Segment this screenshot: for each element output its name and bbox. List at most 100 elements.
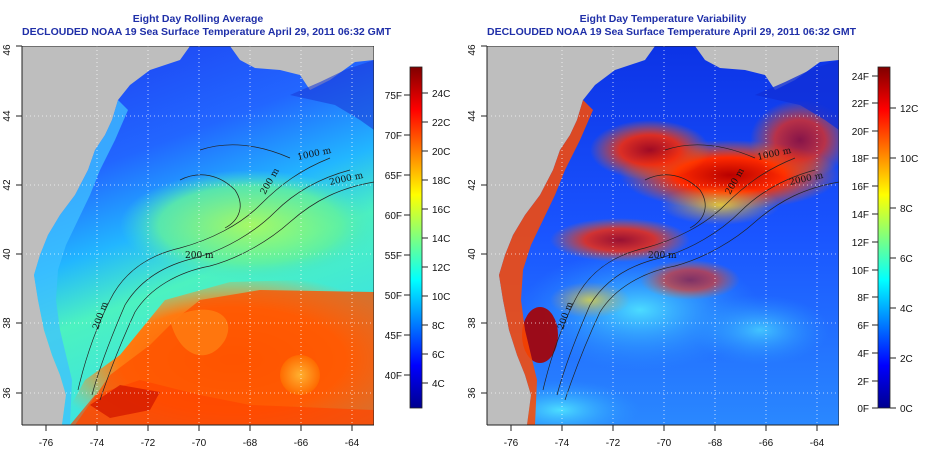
- left-cb-f-label: 55F: [385, 251, 402, 262]
- right-cb-f-label: 24F: [852, 72, 869, 83]
- right-cb-f-label: 4F: [857, 349, 869, 360]
- right-x-tick-label: -74: [555, 438, 570, 449]
- right-subtitle: DECLOUDED NOAA 19 Sea Surface Temperatur…: [487, 26, 856, 38]
- right-cb-f-label: 14F: [852, 210, 869, 221]
- left-cb-c-label: 18C: [432, 176, 450, 187]
- left-x-tick-label: -76: [39, 438, 54, 449]
- right-bathymetry-contours: [542, 144, 839, 401]
- left-coast-strip: [34, 100, 128, 425]
- right-y-tick-label: 46: [467, 44, 478, 56]
- right-cb-c-label: 2C: [900, 354, 913, 365]
- right-cb-f-label: 0F: [857, 404, 869, 415]
- left-y-tick-label: 36: [2, 387, 13, 399]
- left-land-north: [230, 46, 374, 90]
- right-colorbar-f-ticks: 24F 22F 20F 18F 16F 14F 12F 10F 8F 6F 4F…: [852, 72, 878, 415]
- right-contour-label-200m: 200 m: [648, 251, 677, 261]
- left-x-tick-label: -74: [90, 438, 105, 449]
- left-cb-c-label: 4C: [432, 379, 445, 390]
- right-graticule: [487, 46, 839, 425]
- left-colorbar-c-ticks: 24C 22C 20C 18C 16C 14C 12C 10C 8C 6C 4C: [422, 89, 450, 390]
- right-x-tick-label: -70: [657, 438, 672, 449]
- left-warm-eddy: [280, 355, 320, 395]
- right-cb-c-label: 8C: [900, 204, 913, 215]
- left-colorbar-ramp: [409, 66, 423, 409]
- right-land: [487, 46, 655, 425]
- left-cb-c-label: 22C: [432, 118, 450, 129]
- right-y-tick-label: 44: [467, 110, 478, 122]
- right-y-tick-label: 40: [467, 248, 478, 260]
- right-panel-title: Eight Day Temperature Variability DECLOU…: [487, 13, 856, 39]
- left-cb-f-label: 70F: [385, 131, 402, 142]
- left-cb-f-label: 65F: [385, 171, 402, 182]
- right-cb-c-label: 4C: [900, 304, 913, 315]
- left-cb-c-label: 6C: [432, 350, 445, 361]
- left-x-tick-label: -64: [345, 438, 360, 449]
- right-cb-f-label: 12F: [852, 238, 869, 249]
- right-cb-c-label: 12C: [900, 104, 918, 115]
- right-cb-f-label: 18F: [852, 154, 869, 165]
- right-cb-f-label: 20F: [852, 127, 869, 138]
- right-cb-f-label: 16F: [852, 182, 869, 193]
- left-y-tick-label: 46: [2, 44, 13, 56]
- right-y-tick-label: 38: [467, 317, 478, 329]
- left-cb-c-label: 12C: [432, 263, 450, 274]
- right-cb-f-label: 8F: [857, 293, 869, 304]
- left-x-tick-label: -66: [294, 438, 309, 449]
- left-cb-c-label: 16C: [432, 205, 450, 216]
- left-x-axis: -76 -74 -72 -70 -68 -66 -64: [22, 424, 374, 449]
- right-cb-f-label: 10F: [852, 266, 869, 277]
- right-land-north: [695, 46, 839, 90]
- right-map: 200 m 1000 m 2000 m 200 m 200 m: [487, 46, 839, 425]
- left-cb-f-label: 75F: [385, 91, 402, 102]
- left-x-tick-label: -68: [243, 438, 258, 449]
- left-panel-title: Eight Day Rolling Average DECLOUDED NOAA…: [22, 13, 391, 39]
- right-cb-c-label: 0C: [900, 404, 913, 415]
- left-colorbar: 75F 70F 65F 60F 55F 50F 45F 40F 24C 22C …: [385, 66, 450, 409]
- left-y-tick-label: 42: [2, 179, 13, 191]
- left-y-tick-label: 38: [2, 317, 13, 329]
- left-y-axis: 36 38 40 42 44 46: [2, 44, 23, 425]
- right-x-tick-label: -76: [504, 438, 519, 449]
- right-y-tick-label: 36: [467, 387, 478, 399]
- left-y-tick-label: 44: [2, 110, 13, 122]
- left-cb-c-label: 14C: [432, 234, 450, 245]
- left-map: 200 m 1000 m 2000 m 200 m 200 m: [22, 46, 374, 425]
- left-cb-c-label: 10C: [432, 292, 450, 303]
- right-x-tick-label: -72: [606, 438, 621, 449]
- right-colorbar-c-ticks: 12C 10C 8C 6C 4C 2C 0C: [890, 104, 918, 415]
- left-cb-c-label: 20C: [432, 147, 450, 158]
- right-title: Eight Day Temperature Variability: [579, 13, 747, 25]
- right-coast-strip: [499, 100, 593, 425]
- left-y-tick-label: 40: [2, 248, 13, 260]
- right-x-tick-label: -66: [759, 438, 774, 449]
- right-x-tick-label: -64: [810, 438, 825, 449]
- right-cb-f-label: 6F: [857, 321, 869, 332]
- left-contour-label-200m: 200 m: [185, 251, 214, 261]
- right-cb-f-label: 2F: [857, 377, 869, 388]
- left-title: Eight Day Rolling Average: [132, 13, 264, 25]
- left-cb-c-label: 8C: [432, 321, 445, 332]
- left-bathymetry-contours: [77, 144, 374, 401]
- left-cb-f-label: 45F: [385, 331, 402, 342]
- left-x-tick-label: -70: [192, 438, 207, 449]
- left-colorbar-f-ticks: 75F 70F 65F 60F 55F 50F 45F 40F: [385, 91, 410, 382]
- left-subtitle: DECLOUDED NOAA 19 Sea Surface Temperatur…: [22, 26, 391, 38]
- right-y-tick-label: 42: [467, 179, 478, 191]
- right-cb-f-label: 22F: [852, 99, 869, 110]
- left-x-tick-label: -72: [141, 438, 156, 449]
- left-cb-c-label: 24C: [432, 89, 450, 100]
- right-cb-c-label: 6C: [900, 254, 913, 265]
- left-graticule: [22, 46, 374, 425]
- right-x-axis: -76 -74 -72 -70 -68 -66 -64: [487, 424, 839, 449]
- right-colorbar: 24F 22F 20F 18F 16F 14F 12F 10F 8F 6F 4F…: [852, 66, 918, 415]
- left-cb-f-label: 50F: [385, 291, 402, 302]
- left-x-ticks: -76 -74 -72 -70 -68 -66 -64: [39, 425, 360, 449]
- right-x-tick-label: -68: [708, 438, 723, 449]
- left-cb-f-label: 60F: [385, 211, 402, 222]
- right-y-axis: 36 38 40 42 44 46: [467, 44, 488, 425]
- left-cb-f-label: 40F: [385, 371, 402, 382]
- left-land: [22, 46, 190, 425]
- right-cb-c-label: 10C: [900, 154, 918, 165]
- left-slope-water: [120, 170, 374, 280]
